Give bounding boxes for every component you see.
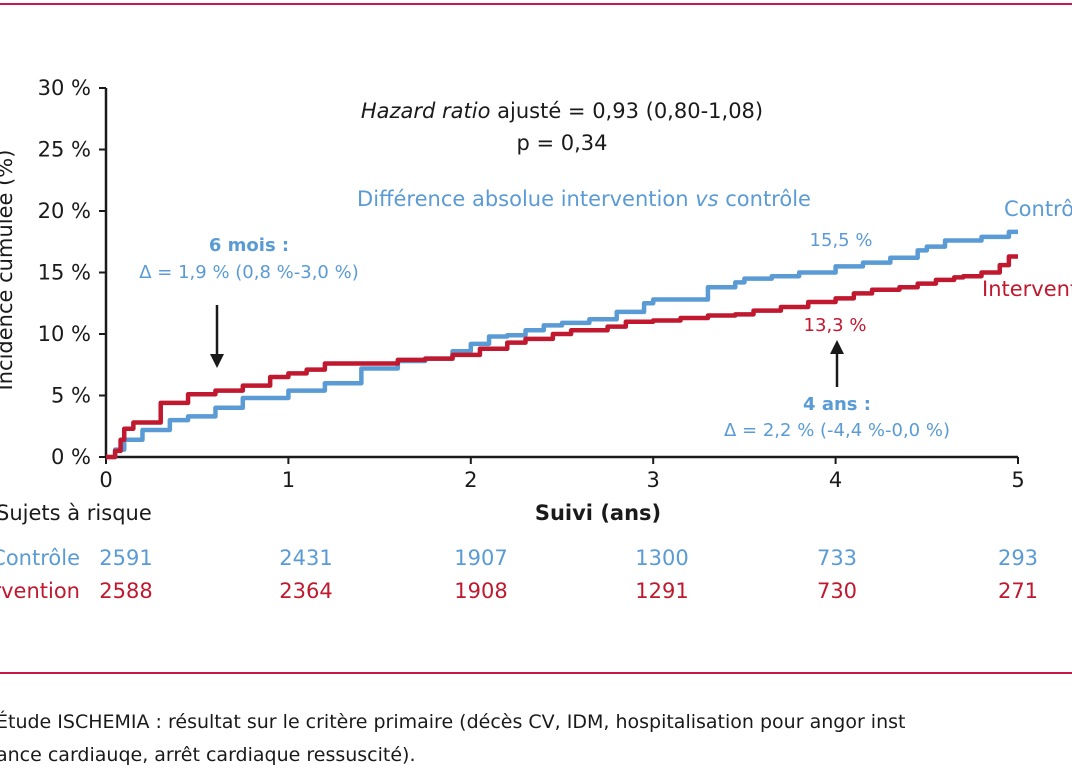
risk-cell: 1300 (635, 546, 688, 570)
risk-cell: 1291 (635, 579, 688, 603)
risk-cell: 733 (817, 546, 857, 570)
series-contrle-line (106, 229, 1018, 460)
x-tick-label: 0 (99, 468, 112, 492)
risk-cell: 293 (998, 546, 1038, 570)
y-tick-label: 20 % (38, 199, 91, 223)
x-tick-label: 3 (647, 468, 660, 492)
four-years-delta: Δ = 2,2 % (-4,4 %-0,0 %) (724, 420, 950, 441)
series-intervention-line (106, 254, 1018, 460)
intervention-label: Intervention (982, 277, 1072, 301)
risk-cell: 2431 (279, 546, 332, 570)
six-months-title: 6 mois : (209, 235, 289, 256)
y-tick-label: 15 % (38, 261, 91, 285)
y-tick-group: 0 % 5 % 10 % 15 % 20 % 25 % 30 % (38, 76, 106, 469)
y-tick-label: 5 % (51, 384, 91, 408)
control-4y-value: 15,5 % (810, 230, 873, 251)
top-divider (0, 3, 1072, 5)
p-value-text: p = 0,34 (516, 131, 607, 155)
x-axis-label: Suivi (ans) (535, 501, 661, 525)
down-arrow-icon (210, 305, 224, 368)
risk-cell: 2588 (99, 579, 152, 603)
series-group (106, 229, 1018, 460)
figure-caption: Étude ISCHEMIA : résultat sur le critère… (0, 706, 1072, 772)
risk-cell: 1907 (454, 546, 507, 570)
caption-line-2: ance cardiauqe, arrêt cardiaque ressusci… (0, 744, 416, 766)
six-months-delta: Δ = 1,9 % (0,8 %-3,0 %) (139, 262, 358, 283)
risk-table: Contrôle 2591 2431 1907 1300 733 293 Interventi… (0, 546, 1038, 603)
hazard-ratio-text: Hazard ratio ajusté = 0,93 (0,80-1,08) (361, 99, 763, 123)
x-tick-label: 2 (464, 468, 477, 492)
x-tick-label: 1 (282, 468, 295, 492)
risk-row-label: Contrôle (0, 546, 80, 570)
x-tick-label: 5 (1011, 468, 1024, 492)
y-axis-label: Incidence cumulée (%) (0, 150, 17, 391)
up-arrow-icon (830, 340, 844, 387)
risk-cell: 2364 (279, 579, 332, 603)
y-tick-label: 25 % (38, 138, 91, 162)
km-chart: 0 % 5 % 10 % 15 % 20 % 25 % 30 % 0 1 2 3 4 5 Incide… (0, 76, 1072, 603)
y-tick-label: 30 % (38, 76, 91, 100)
four-years-title: 4 ans : (803, 394, 871, 415)
risk-cell: 271 (998, 579, 1038, 603)
difference-title: Différence absolue intervention vs contr… (357, 187, 811, 211)
intervention-4y-value: 13,3 % (804, 315, 867, 336)
risk-cell: 1908 (454, 579, 507, 603)
bottom-divider (0, 672, 1072, 674)
caption-line-1: Étude ISCHEMIA : résultat sur le critère… (0, 711, 906, 733)
y-tick-label: 10 % (38, 322, 91, 346)
risk-row-label: Intervention (0, 579, 80, 603)
risk-cell: 2591 (99, 546, 152, 570)
x-tick-group: 0 1 2 3 4 5 (99, 457, 1025, 492)
risk-table-header: Sujets à risque (0, 501, 152, 525)
control-label: Contrôle (1004, 197, 1072, 221)
x-tick-label: 4 (829, 468, 842, 492)
risk-cell: 730 (817, 579, 857, 603)
y-tick-label: 0 % (51, 445, 91, 469)
